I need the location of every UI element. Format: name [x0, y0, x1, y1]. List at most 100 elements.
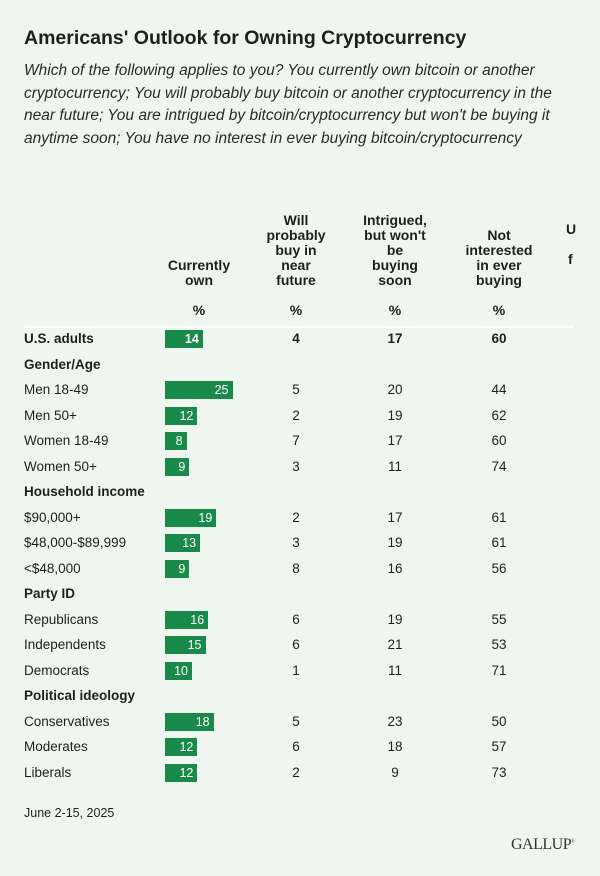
column-header-line: buying [372, 257, 418, 273]
table-row: Men 50+ 12 2 19 62 [0, 404, 600, 429]
bar-value-label: 10 [174, 663, 188, 678]
table-row: $90,000+ 19 2 17 61 [0, 506, 600, 531]
row-label: Liberals [24, 764, 72, 780]
row-label: U.S. adults [24, 331, 94, 346]
row-label: Democrats [24, 662, 90, 678]
cell-value: 6 [292, 611, 300, 627]
gallup-logo: GALLUP® [511, 836, 575, 853]
table-row: Women 18-49 8 7 17 60 [0, 429, 600, 454]
bar-value-label: 8 [175, 434, 183, 448]
table-row: $48,000-$89,999 13 3 19 61 [0, 531, 600, 556]
cell-value: 1 [292, 662, 300, 678]
bar-value-label: 25 [214, 383, 229, 397]
unit-label: % [492, 302, 506, 318]
cell-value: 7 [292, 433, 300, 448]
bar-value-label: 9 [178, 561, 186, 576]
cell-value: 3 [292, 458, 300, 474]
cell-value: 6 [292, 637, 300, 652]
bar-value-label: 12 [179, 740, 194, 754]
row-label: Men 18-49 [24, 382, 89, 397]
bar-value-label: 12 [179, 408, 194, 423]
bar-currently-own: 9 [165, 559, 190, 578]
column-header-line: in ever [476, 257, 522, 273]
cell-value: 73 [491, 764, 507, 780]
cell-value: 56 [491, 560, 507, 576]
column-header-fragment: U [566, 221, 577, 237]
column-header-line: buy in [275, 242, 317, 258]
row-label: Moderates [24, 739, 88, 754]
survey-date: June 2-15, 2025 [24, 806, 115, 820]
bar-currently-own: 13 [165, 534, 201, 552]
cell-value: 2 [292, 407, 300, 423]
column-header-line: soon [378, 272, 412, 288]
row-label: Gender/Age [24, 356, 101, 372]
group-header: Household income [0, 480, 600, 505]
cell-value: 5 [292, 713, 300, 729]
chart-title: Americans' Outlook for Owning Cryptocurr… [24, 27, 467, 49]
column-header: Not interested in ever buying [451, 212, 547, 288]
cell-value: 74 [491, 458, 507, 474]
column-header: Intrigued, but won't be buying soon [347, 212, 443, 288]
cell-value: 55 [491, 611, 507, 627]
column-header-line: buying [476, 272, 522, 288]
cell-value: 62 [491, 407, 507, 423]
table-row: Women 50+ 9 3 11 74 [0, 455, 600, 480]
cell-value: 16 [387, 560, 403, 576]
cell-value: 9 [391, 764, 399, 780]
row-label: Independents [24, 637, 106, 652]
table-row: Men 18-49 25 5 20 44 [0, 378, 600, 403]
cell-value: 53 [491, 637, 507, 652]
cell-value: 17 [387, 433, 403, 448]
cell-value: 19 [387, 407, 403, 423]
cell-value: 4 [292, 331, 300, 346]
group-header: Party ID [0, 582, 600, 607]
row-label: Conservatives [24, 713, 110, 729]
bar-value-label: 13 [182, 536, 197, 550]
column-header-line: interested [465, 242, 533, 258]
bar-currently-own: 9 [165, 457, 190, 476]
cell-value: 19 [387, 535, 403, 550]
row-label: Political ideology [24, 688, 136, 703]
bar-value-label: 14 [184, 332, 199, 346]
row-label: $90,000+ [24, 509, 81, 525]
column-header-line: own [185, 272, 213, 288]
column-header-fragment: f [568, 251, 573, 267]
cell-value: 5 [292, 382, 300, 397]
table-row: Democrats 10 1 11 71 [0, 659, 600, 684]
table-row: Republicans 16 6 19 55 [0, 608, 600, 633]
row-label: Women 50+ [24, 458, 97, 474]
row-label: Men 50+ [24, 407, 77, 423]
table-row: <$48,000 9 8 16 56 [0, 557, 600, 582]
column-header-line: but won't [364, 227, 426, 243]
bar-currently-own: 12 [165, 406, 198, 425]
column-header-line: Currently [167, 257, 231, 273]
cell-value: 6 [292, 739, 300, 754]
row-label: $48,000-$89,999 [24, 535, 127, 550]
cell-value: 17 [387, 331, 403, 346]
table-row: Independents 15 6 21 53 [0, 633, 600, 658]
table-row: Conservatives 18 5 23 50 [0, 710, 600, 735]
cell-value: 44 [491, 382, 507, 397]
column-header-line: near [281, 257, 311, 273]
bar-currently-own: 25 [165, 381, 233, 399]
cell-value: 2 [292, 764, 300, 780]
row-label: Party ID [24, 586, 76, 601]
cell-value: 11 [387, 458, 402, 474]
column-header-line: future [276, 272, 316, 288]
bar-currently-own: 14 [165, 330, 203, 348]
bar-currently-own: 19 [165, 508, 217, 527]
cell-value: 18 [387, 739, 403, 754]
bar-currently-own: 16 [165, 610, 209, 629]
table-row: Moderates 12 6 18 57 [0, 735, 600, 760]
bar-currently-own: 10 [165, 661, 192, 680]
bar-value-label: 15 [187, 638, 202, 652]
unit-label: % [289, 302, 303, 318]
unit-label: % [388, 302, 402, 318]
unit-label: % [192, 302, 206, 318]
cell-value: 3 [292, 535, 300, 550]
column-header: Currently own [151, 212, 247, 288]
row-label: <$48,000 [24, 560, 81, 576]
cell-value: 17 [387, 509, 403, 525]
